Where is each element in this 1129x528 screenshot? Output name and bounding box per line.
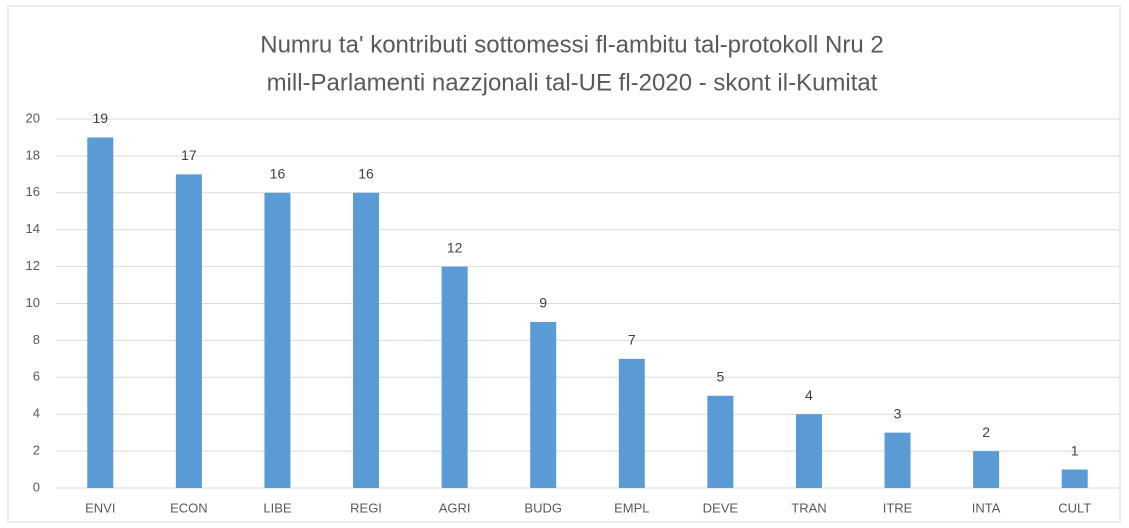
y-tick-label: 6	[33, 369, 40, 384]
data-label: 16	[358, 166, 374, 182]
y-tick-label: 8	[33, 332, 40, 347]
bar	[1061, 469, 1088, 488]
bar	[353, 192, 380, 489]
bar	[707, 395, 734, 488]
chart-title: Numru ta' kontributi sottomessi fl-ambit…	[260, 31, 883, 58]
data-label: 12	[447, 239, 463, 255]
bar	[264, 192, 291, 489]
x-tick-label: REGI	[350, 500, 382, 515]
x-tick-label: EMPL	[614, 500, 649, 515]
data-label: 9	[539, 295, 547, 311]
x-tick-label: ECON	[170, 500, 208, 515]
data-label: 3	[894, 405, 902, 421]
chart-title: mill-Parlamenti nazzjonali tal-UE fl-202…	[267, 69, 878, 96]
x-tick-label: LIBE	[263, 500, 292, 515]
bar	[973, 451, 1000, 488]
x-tick-label: AGRI	[439, 500, 471, 515]
x-tick-label: ITRE	[883, 500, 913, 515]
y-tick-label: 0	[33, 479, 40, 494]
x-tick-label: TRAN	[791, 500, 826, 515]
y-tick-label: 18	[26, 147, 40, 162]
y-tick-label: 16	[26, 184, 40, 199]
data-label: 2	[982, 424, 990, 440]
y-tick-label: 12	[26, 258, 40, 273]
data-label: 1	[1071, 442, 1079, 458]
y-tick-label: 10	[26, 295, 40, 310]
bar	[175, 174, 202, 488]
bar	[441, 266, 468, 488]
data-label: 16	[270, 166, 286, 182]
bar	[795, 414, 822, 488]
y-tick-label: 14	[26, 221, 40, 236]
x-tick-label: CULT	[1058, 500, 1091, 515]
y-tick-label: 2	[33, 443, 40, 458]
data-label: 4	[805, 387, 813, 403]
bar	[530, 321, 557, 488]
data-label: 17	[181, 147, 197, 163]
x-tick-label: ENVI	[85, 500, 115, 515]
data-label: 19	[93, 110, 109, 126]
y-tick-label: 20	[26, 110, 40, 125]
data-label: 7	[628, 332, 636, 348]
data-label: 5	[716, 368, 724, 384]
x-tick-label: BUDG	[524, 500, 562, 515]
bar	[618, 358, 645, 488]
bar	[87, 137, 114, 488]
x-tick-label: INTA	[972, 500, 1001, 515]
y-tick-label: 4	[33, 406, 40, 421]
x-tick-label: DEVE	[703, 500, 739, 515]
bar	[884, 432, 911, 488]
